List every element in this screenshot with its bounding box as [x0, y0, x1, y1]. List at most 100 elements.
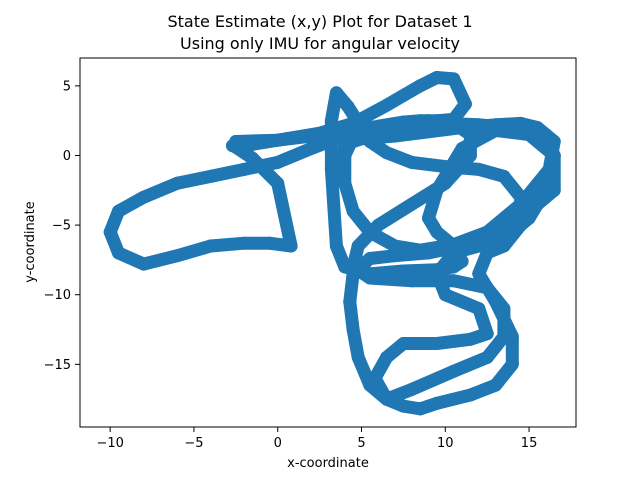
y-tick-label: −10	[44, 288, 71, 303]
data-point	[413, 243, 427, 257]
x-axis-label: x-coordinate	[287, 456, 369, 471]
data-point	[204, 169, 218, 183]
data-point	[329, 239, 343, 253]
data-point	[380, 98, 394, 112]
data-point	[505, 357, 519, 371]
data-point	[351, 350, 365, 364]
chart-subtitle: Using only IMU for angular velocity	[180, 34, 460, 53]
data-point	[396, 337, 410, 350]
data-point	[547, 183, 561, 197]
data-point	[396, 399, 410, 413]
y-tick-label: −5	[52, 219, 71, 234]
data-point	[371, 119, 385, 133]
data-point	[246, 151, 260, 165]
chart-title: State Estimate (x,y) Plot for Dataset 1	[167, 12, 472, 31]
data-point	[438, 288, 452, 302]
data-point	[463, 388, 477, 402]
data-point	[204, 239, 218, 253]
data-point	[237, 162, 251, 176]
data-point	[455, 254, 469, 268]
data-point	[531, 121, 544, 135]
data-point	[380, 392, 394, 406]
data-point	[313, 126, 327, 140]
data-point	[480, 327, 494, 341]
data-point	[279, 132, 293, 146]
data-point	[338, 137, 352, 151]
data-point	[246, 137, 260, 151]
data-point	[170, 249, 184, 263]
data-point	[547, 135, 561, 148]
data-point	[542, 162, 556, 176]
data-point	[137, 257, 151, 271]
y-axis-label: y-coordinate	[23, 201, 38, 283]
data-point	[271, 155, 285, 169]
data-point	[137, 190, 151, 204]
x-tick-label: 0	[274, 436, 282, 451]
data-point	[405, 155, 419, 169]
y-tick-label: 5	[63, 79, 71, 94]
data-point	[363, 378, 377, 392]
y-axis: 5 0 −5 −10 −15	[44, 79, 80, 373]
data-point	[480, 225, 494, 239]
data-point	[103, 225, 117, 239]
data-point	[112, 246, 125, 260]
plot-frame	[79, 57, 577, 428]
data-point	[262, 236, 276, 250]
data-point	[514, 218, 528, 232]
data-point	[472, 162, 486, 176]
data-point	[334, 169, 348, 183]
data-point	[324, 162, 338, 176]
data-point	[458, 97, 472, 111]
data-point	[422, 125, 435, 139]
data-point	[422, 211, 435, 225]
data-point	[237, 236, 251, 250]
data-point	[438, 160, 452, 174]
data-point	[405, 382, 419, 396]
data-point	[304, 142, 318, 155]
data-point	[388, 129, 402, 143]
data-point	[489, 295, 503, 309]
data-point	[363, 225, 377, 239]
data-point	[430, 183, 444, 197]
data-point	[472, 267, 486, 281]
data-point	[447, 364, 461, 378]
data-point	[284, 239, 298, 253]
data-point	[514, 116, 528, 130]
data-point	[170, 176, 184, 190]
data-point	[430, 337, 444, 350]
data-point	[363, 267, 377, 281]
data-point	[447, 112, 461, 126]
data-point	[346, 204, 360, 218]
x-axis: −10 −5 0 5 10 15	[96, 427, 537, 451]
data-point	[343, 295, 357, 309]
y-tick-label: −15	[44, 358, 71, 373]
data-point	[329, 86, 343, 100]
data-point	[271, 176, 285, 190]
data-point	[505, 330, 519, 343]
data-point	[430, 225, 444, 239]
data-point	[346, 323, 360, 336]
data-point	[430, 263, 444, 277]
data-point	[396, 115, 410, 129]
data-point	[455, 142, 469, 155]
data-point	[497, 239, 511, 253]
data-point	[497, 169, 511, 183]
data-point	[413, 79, 427, 93]
data-point	[346, 116, 360, 130]
data-point	[489, 118, 503, 132]
data-point	[388, 239, 402, 253]
data-point	[355, 132, 368, 146]
data-point	[430, 114, 444, 128]
data-point	[405, 274, 419, 288]
data-point	[112, 204, 125, 218]
data-point	[341, 100, 355, 114]
data-point	[447, 238, 461, 252]
data-point	[380, 146, 394, 160]
data-point	[455, 121, 469, 135]
x-tick-label: 5	[357, 436, 365, 451]
data-point	[472, 302, 486, 316]
data-point	[346, 267, 360, 281]
data-point	[363, 252, 377, 265]
data-point	[380, 350, 394, 364]
